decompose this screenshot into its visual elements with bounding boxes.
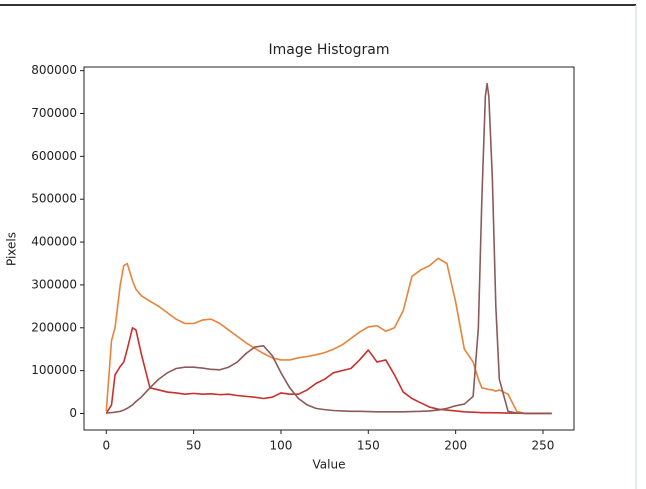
y-tick-label: 0 bbox=[69, 406, 77, 420]
y-tick-label: 600000 bbox=[31, 149, 77, 163]
y-tick-label: 400000 bbox=[31, 235, 77, 249]
x-tick-label: 0 bbox=[102, 439, 110, 453]
x-tick-label: 250 bbox=[532, 439, 555, 453]
y-tick-label: 500000 bbox=[31, 192, 77, 206]
x-axis-label: Value bbox=[313, 458, 346, 472]
series-line bbox=[106, 82, 552, 415]
series-line bbox=[105, 326, 552, 415]
series-line bbox=[105, 257, 552, 415]
x-tick-label: 150 bbox=[357, 439, 380, 453]
x-tick-label: 200 bbox=[444, 439, 467, 453]
x-tick-label: 100 bbox=[270, 439, 293, 453]
y-axis-label: Pixels bbox=[5, 232, 19, 266]
y-tick-label: 700000 bbox=[31, 106, 77, 120]
y-tick-label: 200000 bbox=[31, 320, 77, 334]
chart-title: Image Histogram bbox=[269, 42, 390, 58]
y-tick-label: 800000 bbox=[31, 63, 77, 77]
plot-frame bbox=[83, 66, 575, 431]
y-tick-label: 100000 bbox=[31, 363, 77, 377]
x-tick-label: 50 bbox=[186, 439, 201, 453]
y-tick-label: 300000 bbox=[31, 277, 77, 291]
